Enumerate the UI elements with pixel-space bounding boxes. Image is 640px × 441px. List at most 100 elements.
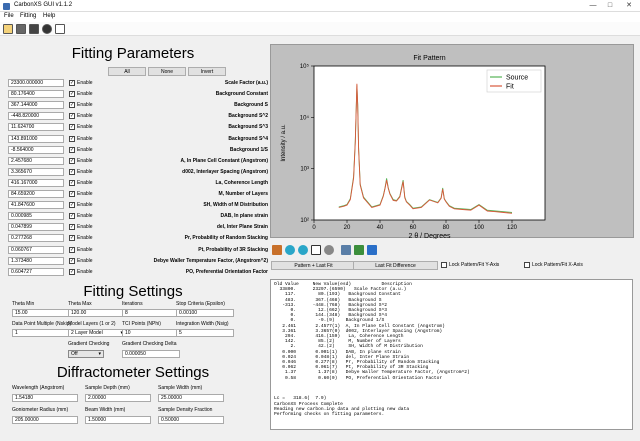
parameter-value-input[interactable] bbox=[8, 90, 64, 99]
parameter-value-input[interactable] bbox=[8, 256, 64, 265]
sample-density-label: Sample Density Fraction bbox=[158, 407, 213, 413]
select-none-button[interactable]: None bbox=[148, 67, 186, 76]
parameter-value-input[interactable] bbox=[8, 245, 64, 254]
enable-checkbox[interactable]: ✓ bbox=[69, 268, 75, 275]
enable-checkbox[interactable]: ✓ bbox=[69, 168, 75, 175]
select-all-button[interactable]: All bbox=[108, 67, 146, 76]
enable-checkbox[interactable]: ✓ bbox=[69, 124, 75, 131]
export-icon[interactable] bbox=[55, 24, 65, 34]
enable-label: Enable bbox=[77, 168, 93, 175]
theta-max-input[interactable]: 120.00 bbox=[68, 309, 126, 317]
edit-icon[interactable] bbox=[367, 245, 377, 255]
enable-checkbox[interactable]: ✓ bbox=[69, 102, 75, 109]
pattern-last-fit-button[interactable]: Pattern + Last Fit bbox=[271, 261, 356, 270]
parameter-value-input[interactable] bbox=[8, 134, 64, 143]
chevron-down-icon: ▾ bbox=[98, 351, 101, 357]
enable-checkbox[interactable]: ✓ bbox=[69, 80, 75, 86]
last-fit-difference-button[interactable]: Last Fit Difference bbox=[353, 261, 438, 270]
status-bar bbox=[0, 432, 640, 441]
close-icon[interactable]: ✕ bbox=[626, 2, 632, 9]
maximize-icon[interactable]: □ bbox=[607, 2, 613, 9]
parameter-value-input[interactable] bbox=[8, 145, 64, 154]
y-tick-label: 10³ bbox=[300, 167, 309, 173]
gradient-checking-select[interactable]: Off ▾ bbox=[68, 350, 104, 358]
enable-checkbox[interactable]: ✓ bbox=[69, 202, 75, 209]
save-data-icon[interactable] bbox=[16, 24, 26, 34]
sample-depth-label: Sample Depth (mm) bbox=[85, 385, 130, 391]
menu-fitting[interactable]: Fitting bbox=[20, 13, 37, 19]
parameter-value-input[interactable] bbox=[8, 190, 64, 198]
enable-checkbox[interactable]: ✓ bbox=[69, 179, 75, 186]
output-log[interactable]: Old Value New Value(esd) Description 338… bbox=[270, 279, 633, 430]
home-icon[interactable] bbox=[272, 245, 282, 255]
integration-width-input[interactable]: 5 bbox=[176, 329, 234, 337]
enable-label: Enable bbox=[77, 80, 93, 86]
parameter-row: ✓Enable Background Constant bbox=[8, 90, 268, 99]
parameter-value-input[interactable] bbox=[8, 101, 64, 110]
model-layers-value: 2 Layer Model bbox=[71, 330, 103, 336]
iterations-input[interactable]: 8 bbox=[122, 309, 180, 317]
menu-file[interactable]: File bbox=[4, 13, 14, 19]
menu-help[interactable]: Help bbox=[43, 13, 56, 19]
minimize-icon[interactable]: — bbox=[589, 2, 597, 9]
enable-checkbox[interactable]: ✓ bbox=[69, 91, 75, 98]
model-layers-select[interactable]: 2 Layer Model ▾ bbox=[68, 329, 126, 337]
stop-criteria-input[interactable]: 0.00100 bbox=[176, 309, 234, 317]
enable-checkbox[interactable]: ✓ bbox=[69, 135, 75, 142]
open-folder-icon[interactable] bbox=[3, 24, 13, 34]
parameter-label: SH, Width of M Distribution bbox=[203, 202, 268, 209]
enable-checkbox[interactable]: ✓ bbox=[69, 224, 75, 231]
dp-multiple-label: Data Point Multiple (Nskip) bbox=[12, 321, 72, 327]
configure-icon[interactable] bbox=[341, 245, 351, 255]
parameter-row: ✓Enable del, Inter Plane Strain bbox=[8, 223, 268, 232]
parameter-value-input[interactable] bbox=[8, 178, 64, 187]
theta-max-label: Theta Max bbox=[68, 301, 92, 307]
disc-icon[interactable] bbox=[42, 24, 52, 34]
lock-x-axis-checkbox[interactable] bbox=[524, 262, 530, 268]
parameter-value-input[interactable] bbox=[8, 156, 64, 165]
sample-width-label: Sample Width (mm) bbox=[158, 385, 203, 391]
dp-multiple-input[interactable]: 1 bbox=[12, 329, 70, 337]
lock-y-axis-checkbox[interactable] bbox=[441, 262, 447, 268]
enable-checkbox[interactable]: ✓ bbox=[69, 113, 75, 120]
zoom-icon[interactable] bbox=[324, 245, 334, 255]
parameter-value-input[interactable] bbox=[8, 79, 64, 87]
beam-width-input[interactable]: 1.50000 bbox=[85, 416, 151, 424]
gradient-delta-input[interactable]: 0.000050 bbox=[122, 350, 180, 358]
beam-width-label: Beam Width (mm) bbox=[85, 407, 126, 413]
sample-width-input[interactable]: 25.00000 bbox=[158, 394, 224, 402]
invert-selection-button[interactable]: Invert bbox=[188, 67, 226, 76]
enable-checkbox[interactable]: ✓ bbox=[69, 246, 75, 253]
tci-points-input[interactable]: 10 bbox=[122, 329, 180, 337]
parameter-value-input[interactable] bbox=[8, 267, 64, 276]
parameter-value-input[interactable] bbox=[8, 112, 64, 121]
main-toolbar bbox=[0, 22, 640, 36]
parameter-value-input[interactable] bbox=[8, 223, 64, 232]
enable-checkbox[interactable]: ✓ bbox=[69, 146, 75, 153]
enable-label: Enable bbox=[77, 146, 93, 153]
x-tick-label: 60 bbox=[410, 225, 417, 231]
image-icon[interactable] bbox=[29, 24, 39, 34]
parameter-value-input[interactable] bbox=[8, 167, 64, 176]
sample-depth-input[interactable]: 2.00000 bbox=[85, 394, 151, 402]
theta-min-input[interactable]: 15.00 bbox=[12, 309, 70, 317]
parameter-value-input[interactable] bbox=[8, 234, 64, 243]
parameter-row: ✓Enable Background 1/S bbox=[8, 145, 268, 155]
pan-icon[interactable] bbox=[311, 245, 321, 255]
save-figure-icon[interactable] bbox=[354, 245, 364, 255]
enable-checkbox[interactable]: ✓ bbox=[69, 257, 75, 264]
parameter-value-input[interactable] bbox=[8, 123, 64, 132]
goniometer-radius-input[interactable]: 205.00000 bbox=[12, 416, 78, 424]
enable-checkbox[interactable]: ✓ bbox=[69, 157, 75, 164]
parameter-value-input[interactable] bbox=[8, 212, 64, 221]
sample-density-input[interactable]: 0.50000 bbox=[158, 416, 224, 424]
enable-checkbox[interactable]: ✓ bbox=[69, 213, 75, 220]
enable-label: Enable bbox=[77, 268, 93, 275]
x-tick-label: 100 bbox=[474, 225, 485, 231]
enable-checkbox[interactable]: ✓ bbox=[69, 191, 75, 197]
parameter-value-input[interactable] bbox=[8, 201, 64, 210]
back-icon[interactable] bbox=[285, 245, 295, 255]
wavelength-input[interactable]: 1.54180 bbox=[12, 394, 78, 402]
enable-checkbox[interactable]: ✓ bbox=[69, 235, 75, 242]
forward-icon[interactable] bbox=[298, 245, 308, 255]
